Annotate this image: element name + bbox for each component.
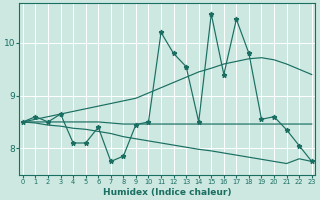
- X-axis label: Humidex (Indice chaleur): Humidex (Indice chaleur): [103, 188, 232, 197]
